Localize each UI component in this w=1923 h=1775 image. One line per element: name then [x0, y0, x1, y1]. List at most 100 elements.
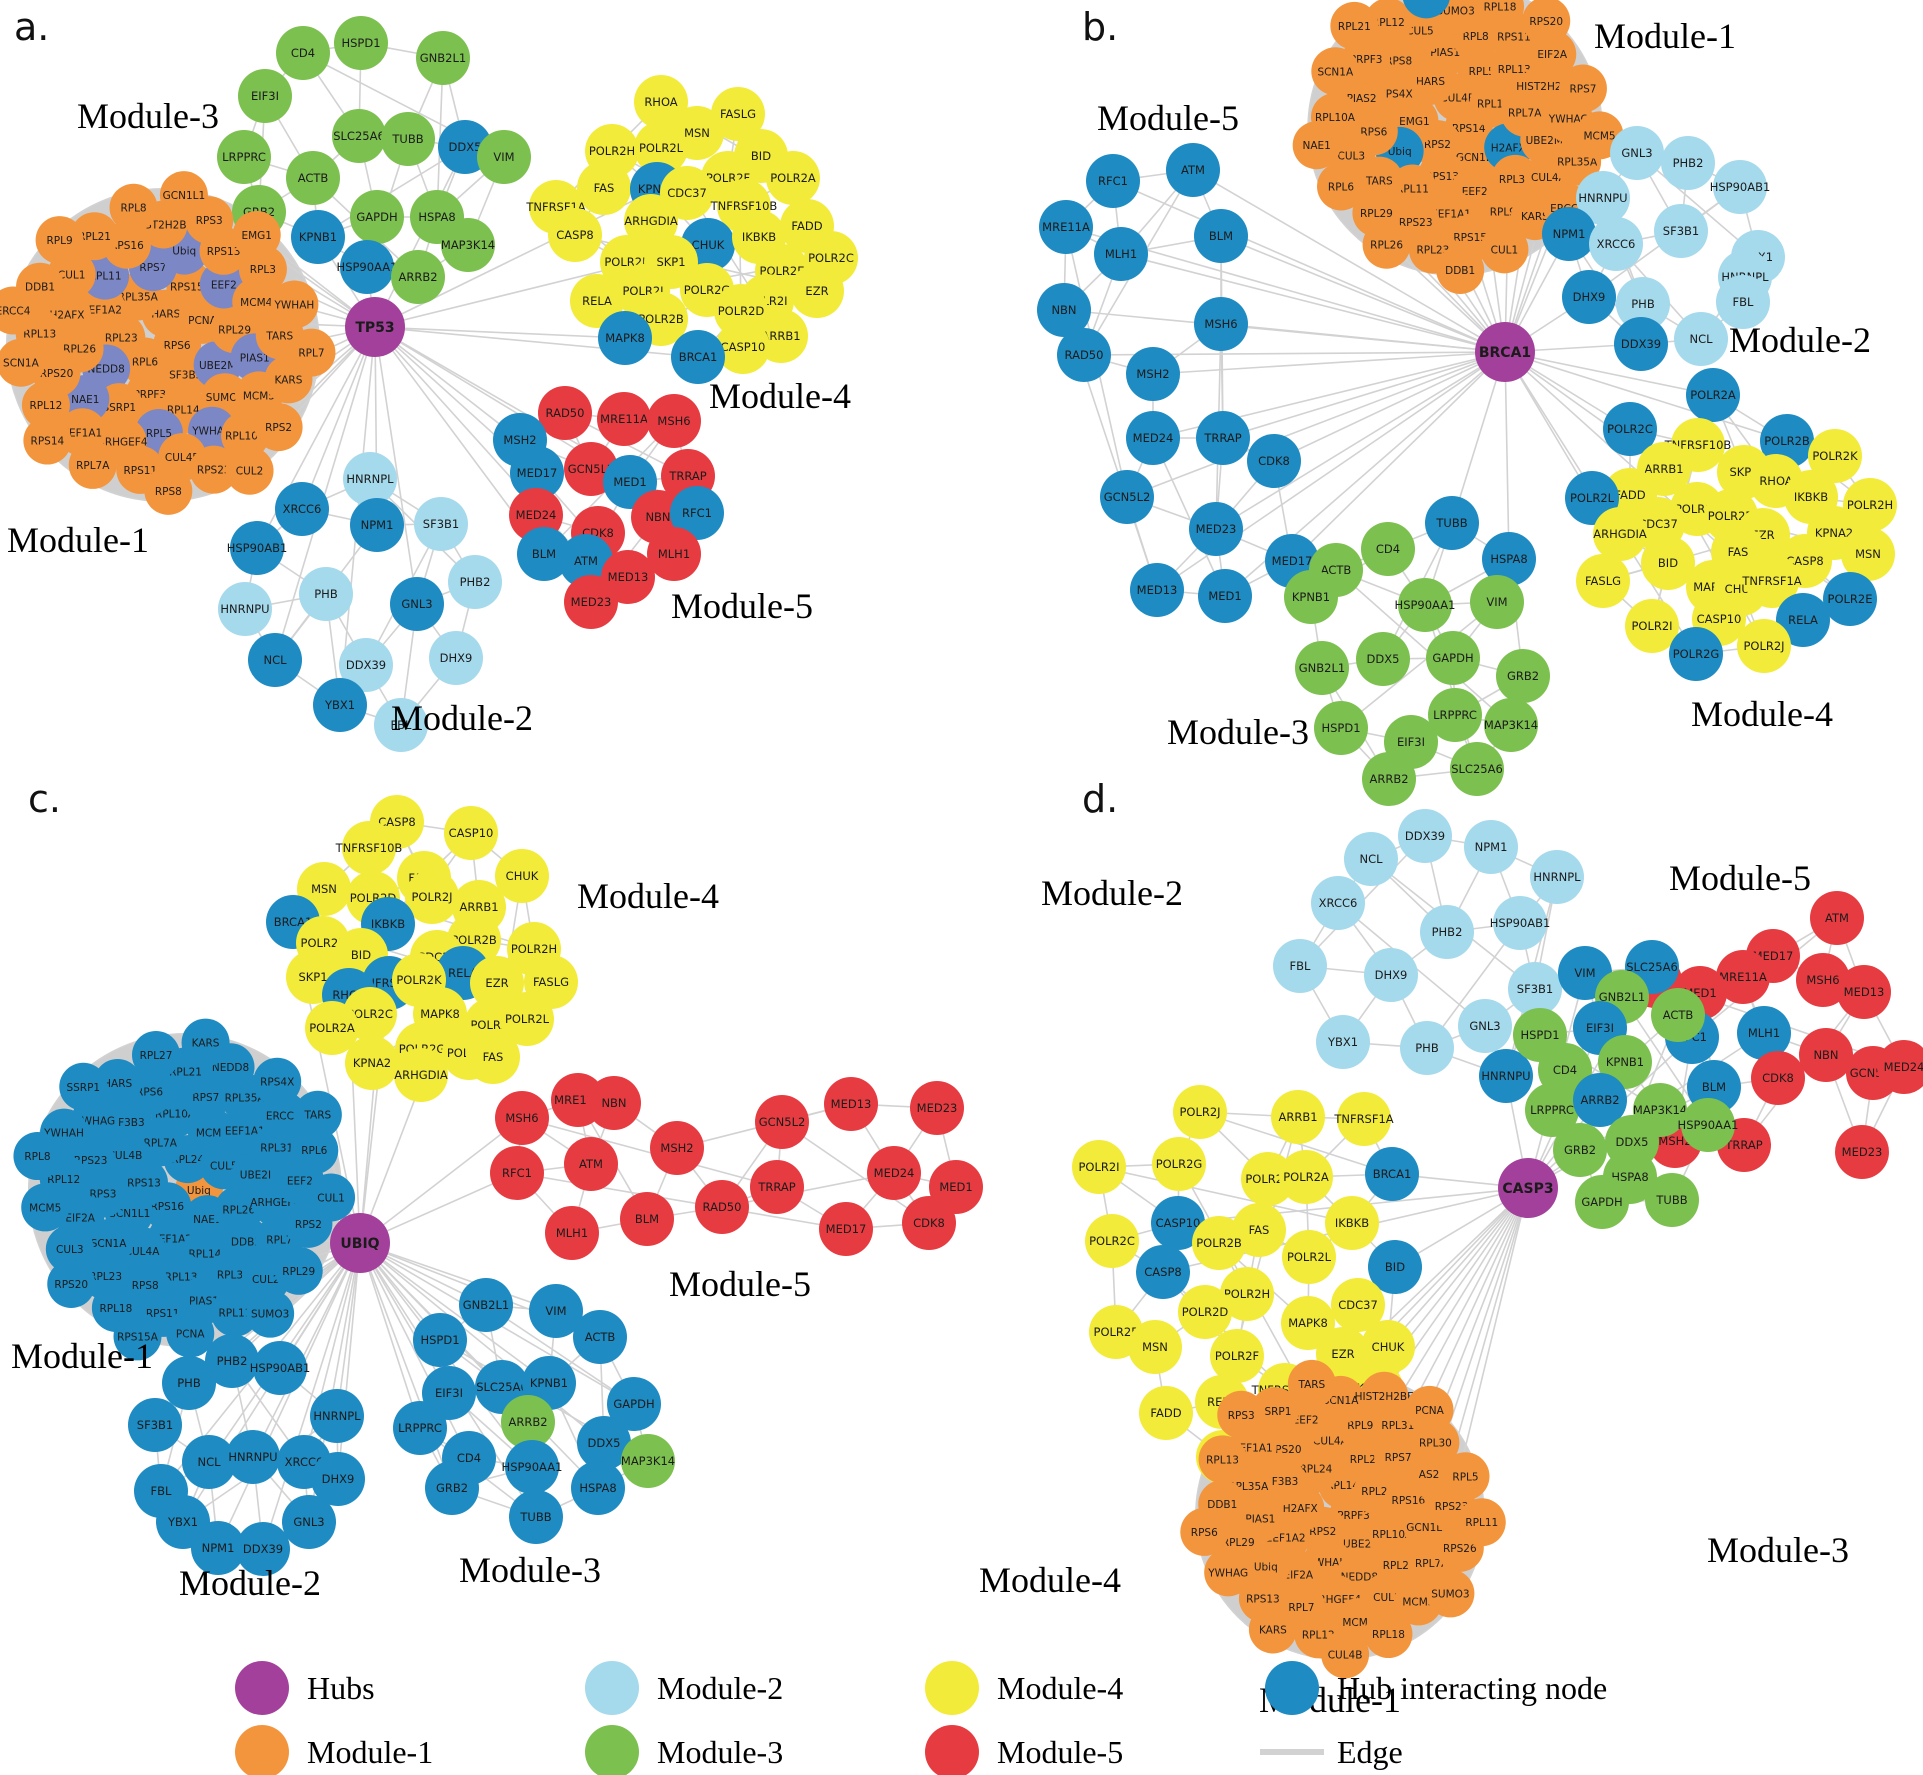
- node-DDB1[interactable]: DDB1: [1436, 245, 1485, 294]
- node-KARS[interactable]: KARS: [181, 1018, 230, 1067]
- node-RAD50[interactable]: RAD50: [695, 1180, 749, 1234]
- node-NCL[interactable]: NCL: [248, 633, 302, 687]
- node-MED23[interactable]: MED23: [1835, 1125, 1889, 1179]
- node-RPL5[interactable]: RPL5: [1441, 1452, 1490, 1501]
- node-PHB[interactable]: PHB: [299, 567, 353, 621]
- node-TARS[interactable]: TARS: [293, 1090, 342, 1139]
- node-PCNA[interactable]: PCNA: [166, 1309, 215, 1358]
- node-MED24[interactable]: MED24: [867, 1146, 921, 1200]
- node-SLC25A6[interactable]: SLC25A6: [1450, 742, 1504, 796]
- node-ACTB[interactable]: ACTB: [1651, 988, 1705, 1042]
- node-HNRNPL[interactable]: HNRNPL: [343, 452, 397, 506]
- node-IKBKB[interactable]: IKBKB: [1325, 1196, 1379, 1250]
- node-GRB2[interactable]: GRB2: [425, 1461, 479, 1515]
- node-NPM1[interactable]: NPM1: [1464, 820, 1518, 874]
- node-RAD50[interactable]: RAD50: [1057, 328, 1111, 382]
- node-PHB2[interactable]: PHB2: [1420, 905, 1474, 959]
- node-RPL18[interactable]: RPL18: [1364, 1610, 1413, 1659]
- node-GCN1L1[interactable]: GCN1L1: [159, 171, 208, 220]
- node-YBX1[interactable]: YBX1: [1316, 1015, 1370, 1069]
- node-RPS4X[interactable]: RPS4X: [253, 1057, 302, 1106]
- node-KARS[interactable]: KARS: [1248, 1605, 1297, 1654]
- node-RAD50[interactable]: RAD50: [538, 386, 592, 440]
- node-MSH6[interactable]: MSH6: [495, 1091, 549, 1145]
- node-MED13[interactable]: MED13: [824, 1077, 878, 1131]
- node-KPNA2[interactable]: KPNA2: [345, 1036, 399, 1090]
- node-GAPDH[interactable]: GAPDH: [350, 190, 404, 244]
- node-GNB2L1[interactable]: GNB2L1: [1295, 641, 1349, 695]
- node-POLR2J[interactable]: POLR2J: [1737, 619, 1791, 673]
- node-BLM[interactable]: BLM: [620, 1192, 674, 1246]
- node-CASP8[interactable]: CASP8: [548, 208, 602, 262]
- node-RPL11[interactable]: RPL11: [1457, 1498, 1506, 1547]
- node-MED23[interactable]: MED23: [1189, 502, 1243, 556]
- node-MED1[interactable]: MED1: [1198, 569, 1252, 623]
- node-SF3B1[interactable]: SF3B1: [1508, 962, 1562, 1016]
- node-FADD[interactable]: FADD: [1139, 1386, 1193, 1440]
- node-FBL[interactable]: FBL: [1273, 939, 1327, 993]
- node-GCN5L2[interactable]: GCN5L2: [755, 1095, 809, 1149]
- node-LRPPRC[interactable]: LRPPRC: [393, 1401, 447, 1455]
- node-PCNA[interactable]: PCNA: [1405, 1385, 1454, 1434]
- node-HSP90AA1[interactable]: HSP90AA1: [1395, 578, 1456, 632]
- node-GCN5L2[interactable]: GCN5L2: [1100, 470, 1154, 524]
- node-ACTB[interactable]: ACTB: [573, 1310, 627, 1364]
- node-PHB2[interactable]: PHB2: [1661, 136, 1715, 190]
- node-MLH1[interactable]: MLH1: [647, 527, 701, 581]
- node-TRRAP[interactable]: TRRAP: [750, 1160, 804, 1214]
- node-CDK8[interactable]: CDK8: [1247, 434, 1301, 488]
- node-RPS8[interactable]: RPS8: [144, 466, 193, 515]
- node-ARRB2[interactable]: ARRB2: [1362, 752, 1416, 806]
- node-CD4[interactable]: CD4: [276, 26, 330, 80]
- node-XRCC6[interactable]: XRCC6: [275, 482, 329, 536]
- node-POLR2F[interactable]: POLR2F: [1210, 1329, 1264, 1383]
- node-RPL8[interactable]: RPL8: [109, 183, 158, 232]
- node-MRE11A[interactable]: MRE11A: [1039, 200, 1093, 254]
- node-SSRP1[interactable]: SSRP1: [59, 1062, 108, 1111]
- node-CASP10[interactable]: CASP10: [444, 806, 498, 860]
- node-GNL3[interactable]: GNL3: [390, 577, 444, 631]
- node-FASLG[interactable]: FASLG: [1576, 554, 1630, 608]
- node-NCL[interactable]: NCL: [1344, 832, 1398, 886]
- node-HSPA8[interactable]: HSPA8: [571, 1461, 625, 1515]
- node-POLR2D[interactable]: POLR2D: [1178, 1285, 1232, 1339]
- node-RPS7[interactable]: RPS7: [1558, 64, 1607, 113]
- node-HSP90AB1[interactable]: HSP90AB1: [1710, 160, 1771, 214]
- node-MED23[interactable]: MED23: [910, 1081, 964, 1135]
- node-POLR2C[interactable]: POLR2C: [1085, 1214, 1139, 1268]
- node-HNRNPU[interactable]: HNRNPU: [226, 1430, 280, 1484]
- node-POLR2L[interactable]: POLR2L: [1282, 1230, 1336, 1284]
- node-ARRB1[interactable]: ARRB1: [1271, 1090, 1325, 1144]
- node-GAPDH[interactable]: GAPDH: [1575, 1175, 1629, 1229]
- node-PHB[interactable]: PHB: [1400, 1021, 1454, 1075]
- node-RPL13[interactable]: RPL13: [1198, 1435, 1247, 1484]
- node-MSH6[interactable]: MSH6: [1194, 297, 1248, 351]
- node-BLM[interactable]: BLM: [1194, 209, 1248, 263]
- node-SUMO3[interactable]: SUMO3: [246, 1289, 295, 1338]
- node-LRPPRC[interactable]: LRPPRC: [217, 130, 271, 184]
- node-EZR[interactable]: EZR: [790, 264, 844, 318]
- node-POLR2J[interactable]: POLR2J: [1173, 1085, 1227, 1139]
- node-PHB2[interactable]: PHB2: [448, 555, 502, 609]
- node-ARRB2[interactable]: ARRB2: [391, 250, 445, 304]
- node-HNRNPL[interactable]: HNRNPL: [1530, 850, 1584, 904]
- node-MSH6[interactable]: MSH6: [647, 394, 701, 448]
- node-HSPD1[interactable]: HSPD1: [1314, 701, 1368, 755]
- node-TUBB[interactable]: TUBB: [1425, 496, 1479, 550]
- node-ATM[interactable]: ATM: [564, 1137, 618, 1191]
- node-MSH2[interactable]: MSH2: [1126, 347, 1180, 401]
- node-GRB2[interactable]: GRB2: [1496, 649, 1550, 703]
- node-RPL27[interactable]: RPL27: [132, 1030, 181, 1079]
- node-SLC25A6[interactable]: SLC25A6: [332, 109, 386, 163]
- node-GNB2L1[interactable]: GNB2L1: [459, 1278, 513, 1332]
- node-MAP3K14[interactable]: MAP3K14: [1484, 698, 1538, 752]
- hub-node-CASP3[interactable]: CASP3: [1498, 1158, 1558, 1218]
- node-YWHAH[interactable]: YWHAH: [270, 280, 319, 329]
- node-TRRAP[interactable]: TRRAP: [1196, 411, 1250, 465]
- node-TUBB[interactable]: TUBB: [381, 112, 435, 166]
- node-NCL[interactable]: NCL: [1674, 312, 1728, 366]
- node-CASP10[interactable]: CASP10: [716, 320, 770, 374]
- node-RPS20[interactable]: RPS20: [47, 1259, 96, 1308]
- node-NBN[interactable]: NBN: [1799, 1028, 1853, 1082]
- node-FAS[interactable]: FAS: [466, 1030, 520, 1084]
